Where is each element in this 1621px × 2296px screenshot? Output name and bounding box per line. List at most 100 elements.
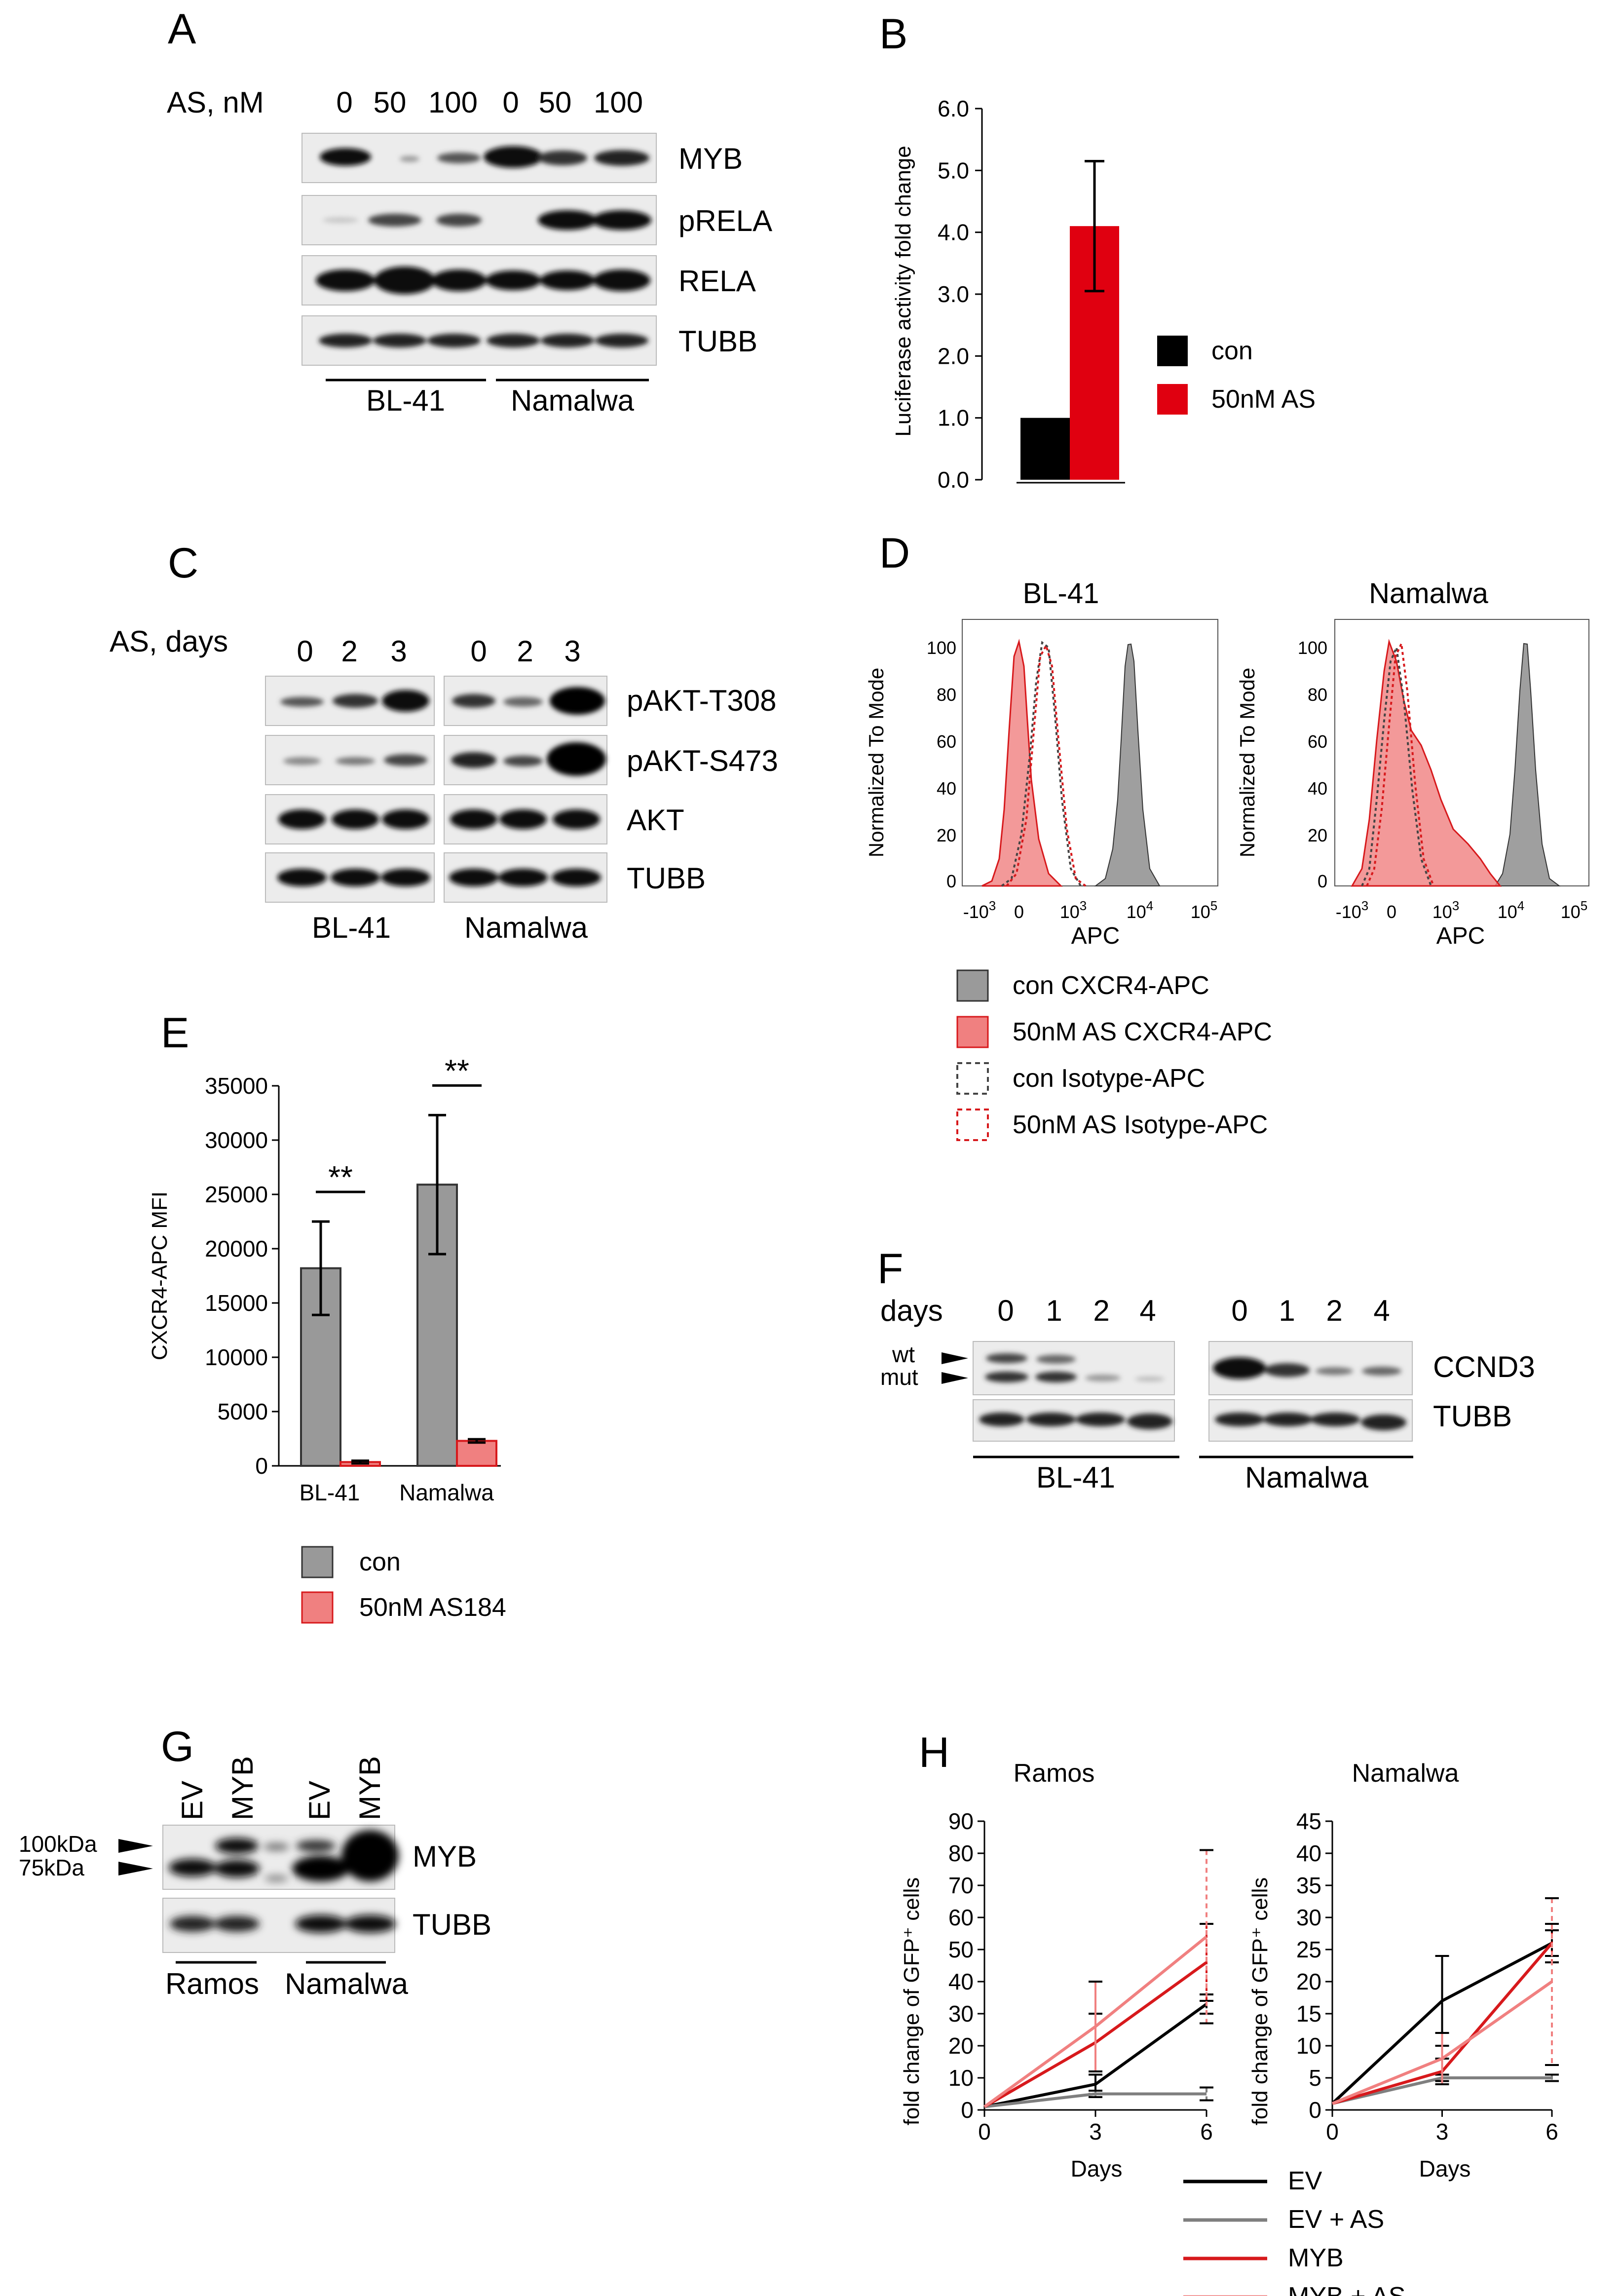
band xyxy=(541,334,594,347)
h-tick-label: 90 xyxy=(948,1808,974,1834)
marker-arrow xyxy=(942,1372,968,1384)
h-legend: EV EV + AS MYB MYB + AS xyxy=(1183,2167,1405,2296)
e-tick-label: 25000 xyxy=(205,1182,268,1207)
legend-label: con xyxy=(1211,337,1253,365)
band xyxy=(277,869,327,886)
band xyxy=(1085,1375,1121,1381)
h-xtick-label: 6 xyxy=(1546,2119,1558,2144)
band-label: MYB xyxy=(413,1840,477,1873)
group-label: Namalwa xyxy=(464,911,588,944)
d-xtick: 103 xyxy=(1433,898,1460,922)
h-tick-label: 40 xyxy=(948,1969,974,1994)
band xyxy=(427,334,481,347)
band xyxy=(1362,1367,1401,1376)
band xyxy=(594,150,649,166)
band xyxy=(374,267,435,294)
b-tick-label: 1.0 xyxy=(938,405,969,431)
lane-label: 50 xyxy=(539,86,572,119)
panel-e-ylabel: CXCR4-APC MFI xyxy=(148,1191,172,1360)
panel-a-letter: A xyxy=(168,5,196,53)
e-significance: ** ** xyxy=(316,1053,482,1195)
group-label: BL-41 xyxy=(366,384,445,417)
curve-as-cxcr4 xyxy=(981,639,1063,887)
d-ytick: 80 xyxy=(937,685,956,705)
band xyxy=(170,1916,215,1932)
panel-g: G EV MYB EV MYB 100kDa 75kDa MYB TUB xyxy=(19,1723,491,2000)
lane-label: 0 xyxy=(1231,1294,1247,1327)
h-tick-label: 70 xyxy=(948,1873,974,1898)
band xyxy=(373,334,426,347)
band xyxy=(333,694,378,708)
lane-label: 2 xyxy=(517,635,533,668)
band-label: pAKT-S473 xyxy=(627,744,778,777)
lane-label: 4 xyxy=(1139,1294,1156,1327)
d-ytick: 40 xyxy=(1308,778,1327,799)
band xyxy=(382,809,429,829)
lane-label: 0 xyxy=(336,86,352,119)
band-label: pAKT-T308 xyxy=(627,684,777,717)
marker-arrow xyxy=(118,1839,153,1853)
h-namalwa-chart: 0 5 10 15 20 25 30 35 40 45 0 3 6 xyxy=(1296,1808,1559,2144)
band xyxy=(486,270,541,290)
band-label: TUBB xyxy=(627,862,706,895)
d-xtick: -103 xyxy=(1336,898,1369,922)
lane-label: 2 xyxy=(1326,1294,1342,1327)
band xyxy=(323,217,358,223)
panel-a-header: AS, nM xyxy=(167,86,264,119)
e-tick-label: 5000 xyxy=(218,1399,268,1424)
marker-label: 100kDa xyxy=(19,1831,97,1857)
d-ytick: 100 xyxy=(927,638,956,658)
band xyxy=(431,269,487,291)
panel-a-lane-labels: 0 50 100 0 50 100 xyxy=(336,86,643,119)
h-xtick-label: 3 xyxy=(1089,2119,1102,2144)
band xyxy=(368,214,421,227)
h-xlabel: Days xyxy=(1071,2156,1123,2181)
legend-label: con xyxy=(359,1548,401,1576)
group-label: BL-41 xyxy=(1036,1461,1115,1494)
band xyxy=(331,869,380,886)
d-xlabel: APC xyxy=(1071,923,1120,949)
sig-stars: ** xyxy=(328,1159,353,1195)
legend-label: 50nM AS xyxy=(1211,385,1316,414)
band xyxy=(316,269,375,291)
band xyxy=(452,694,495,708)
legend-swatch xyxy=(1157,336,1188,366)
d-ytick: 60 xyxy=(1308,731,1327,752)
marker-label: wt xyxy=(892,1341,915,1367)
legend-label: con Isotype-APC xyxy=(1013,1064,1205,1093)
h-xtick-label: 0 xyxy=(978,2119,991,2144)
band xyxy=(540,270,595,290)
d-ytick: 80 xyxy=(1308,685,1327,705)
lane-label: 0 xyxy=(502,86,519,119)
band xyxy=(484,146,543,168)
d-plot1-curves xyxy=(981,639,1161,887)
band-label: MYB xyxy=(679,142,743,175)
lane-label: MYB xyxy=(353,1756,386,1820)
legend-label: 50nM AS184 xyxy=(359,1593,506,1622)
b-tick-label: 6.0 xyxy=(938,96,969,121)
d-xtick: -103 xyxy=(963,898,996,922)
band xyxy=(215,1838,259,1854)
lane-label: 100 xyxy=(594,86,643,119)
e-tick-label: 10000 xyxy=(205,1344,268,1370)
lane-label: 3 xyxy=(564,635,580,668)
band xyxy=(979,1413,1024,1426)
band xyxy=(552,869,601,886)
e-category: Namalwa xyxy=(399,1480,494,1505)
h-tick-label: 10 xyxy=(1296,2033,1321,2059)
band xyxy=(1026,1413,1076,1426)
legend-label: 50nM AS Isotype-APC xyxy=(1013,1110,1268,1139)
b-bars xyxy=(1017,160,1125,484)
band xyxy=(332,809,379,829)
band xyxy=(214,1916,260,1932)
h-plot-title: Ramos xyxy=(1014,1759,1095,1788)
band xyxy=(264,1843,289,1851)
legend-swatch xyxy=(956,1062,989,1095)
h-tick-label: 80 xyxy=(948,1840,974,1866)
band-label: RELA xyxy=(679,265,756,298)
band xyxy=(214,1860,260,1877)
b-tick-label: 0.0 xyxy=(938,467,969,493)
lane-label: 2 xyxy=(341,635,357,668)
legend-swatch xyxy=(301,1591,334,1624)
